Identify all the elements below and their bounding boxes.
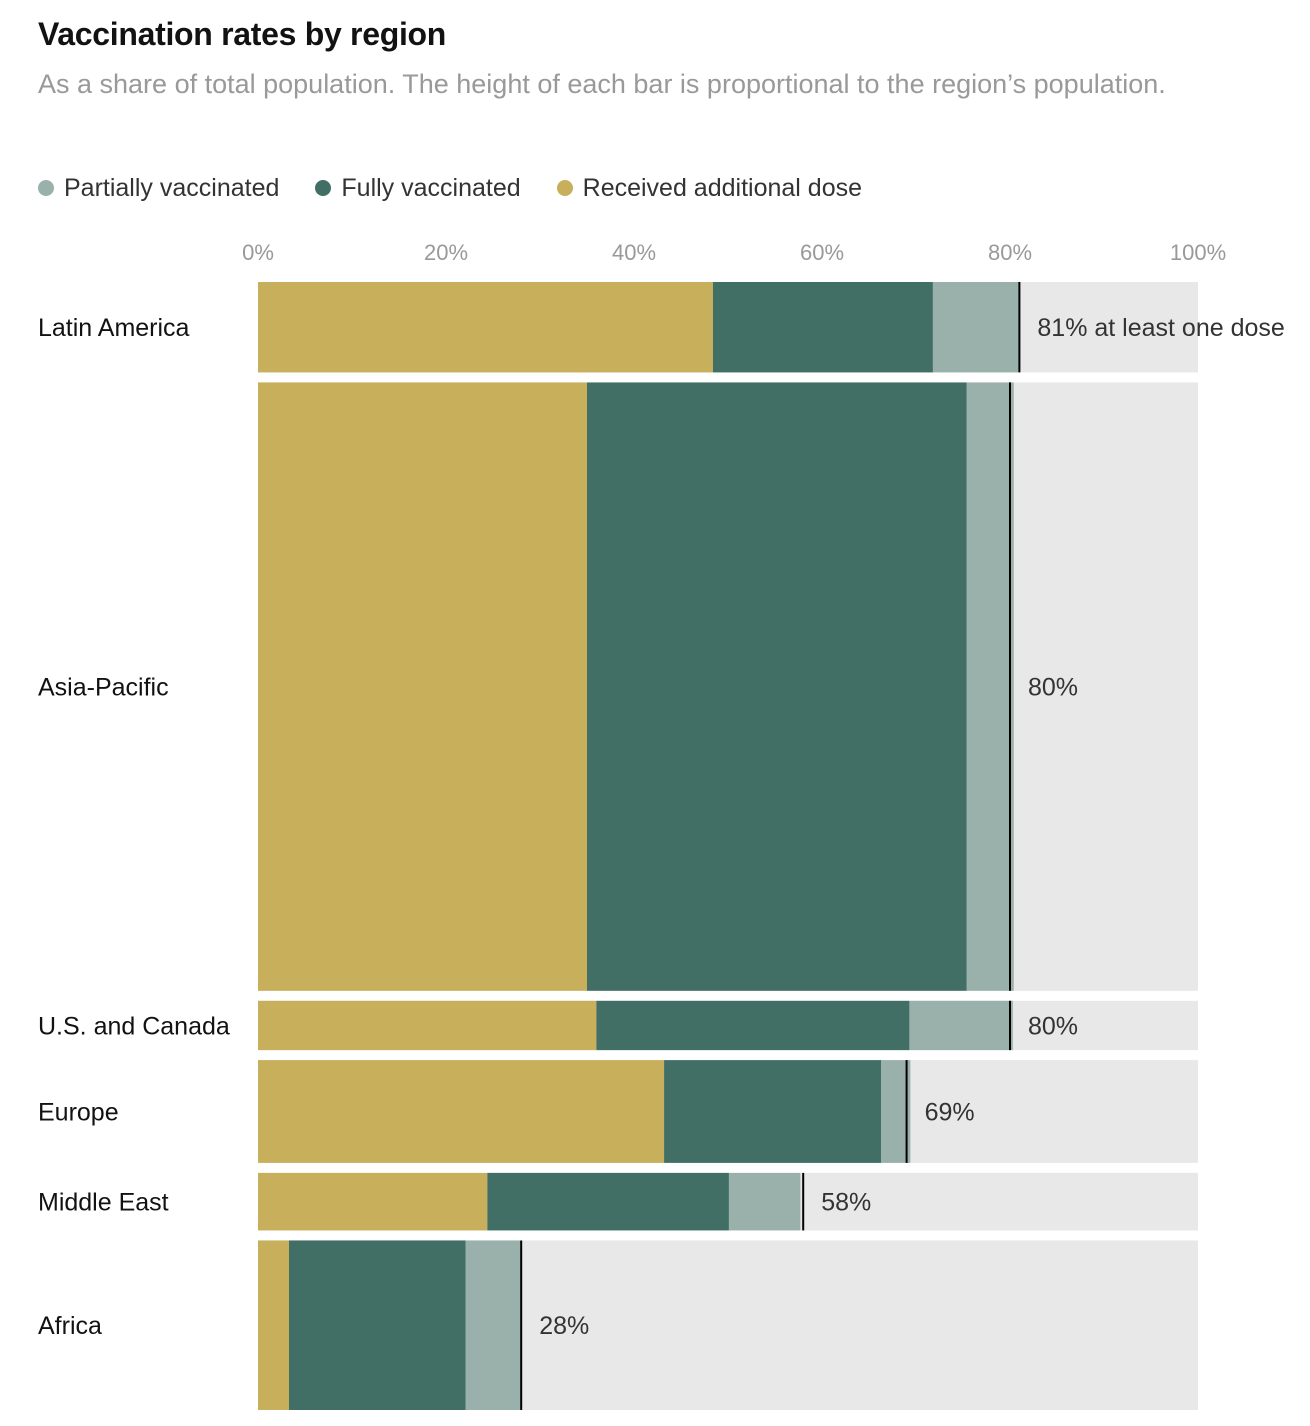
bar-segment-full: [487, 1172, 729, 1231]
x-tick-label: 40%: [612, 240, 656, 265]
bar-segment-additional: [258, 1060, 665, 1163]
region-label: Africa: [38, 1312, 102, 1340]
bar-segment-partial: [932, 282, 1020, 373]
bar-segment-full: [712, 282, 933, 373]
bar-segment-full: [587, 382, 967, 991]
region-label: Europe: [38, 1099, 119, 1127]
legend-item-full: Fully vaccinated: [315, 173, 521, 203]
legend-swatch-additional: [556, 180, 573, 196]
bar-value-label: 81% at least one dose: [1037, 314, 1284, 342]
bar-segment-partial: [465, 1240, 522, 1410]
legend-label-partial: Partially vaccinated: [64, 173, 280, 202]
bar-segment-full: [596, 1000, 910, 1051]
region-label: Latin America: [38, 314, 190, 342]
bar-segment-additional: [258, 282, 713, 373]
x-tick-label: 60%: [800, 240, 844, 265]
bar-segment-partial: [881, 1060, 911, 1163]
bar-segment-additional: [258, 382, 587, 991]
bar-value-label: 69%: [925, 1099, 975, 1127]
bar-segment-full: [289, 1240, 466, 1410]
bar-value-label: 80%: [1028, 1012, 1078, 1040]
bar-segment-partial: [966, 382, 1014, 991]
x-tick-label: 0%: [242, 240, 274, 265]
legend-item-partial: Partially vaccinated: [38, 174, 279, 203]
bar-segment-partial: [728, 1172, 801, 1231]
chart-title: Vaccination rates by region: [38, 16, 447, 52]
bar-value-label: 80%: [1028, 674, 1078, 702]
bar-value-label: 28%: [539, 1312, 589, 1340]
region-label: Asia-Pacific: [38, 674, 169, 702]
chart-subtitle: As a share of total population. The heig…: [38, 69, 1166, 99]
legend: Partially vaccinated Fully vaccinated Re…: [38, 168, 898, 208]
bar-value-label: 58%: [821, 1189, 871, 1217]
x-tick-label: 80%: [988, 240, 1032, 265]
bar-segment-additional: [258, 1172, 488, 1231]
region-label: Middle East: [38, 1189, 169, 1217]
bar-segment-additional: [258, 1000, 597, 1051]
region-label: U.S. and Canada: [38, 1012, 230, 1040]
x-tick-label: 20%: [424, 240, 468, 265]
legend-item-additional: Received additional dose: [556, 173, 862, 203]
legend-label-full: Fully vaccinated: [341, 173, 521, 202]
legend-swatch-partial: [38, 180, 54, 196]
bar-segment-additional: [258, 1240, 290, 1410]
bar-segment-full: [664, 1060, 882, 1163]
legend-swatch-full: [315, 180, 332, 196]
legend-label-additional: Received additional dose: [582, 173, 862, 202]
x-tick-label: 100%: [1170, 240, 1226, 265]
bar-segment-partial: [909, 1000, 1013, 1051]
